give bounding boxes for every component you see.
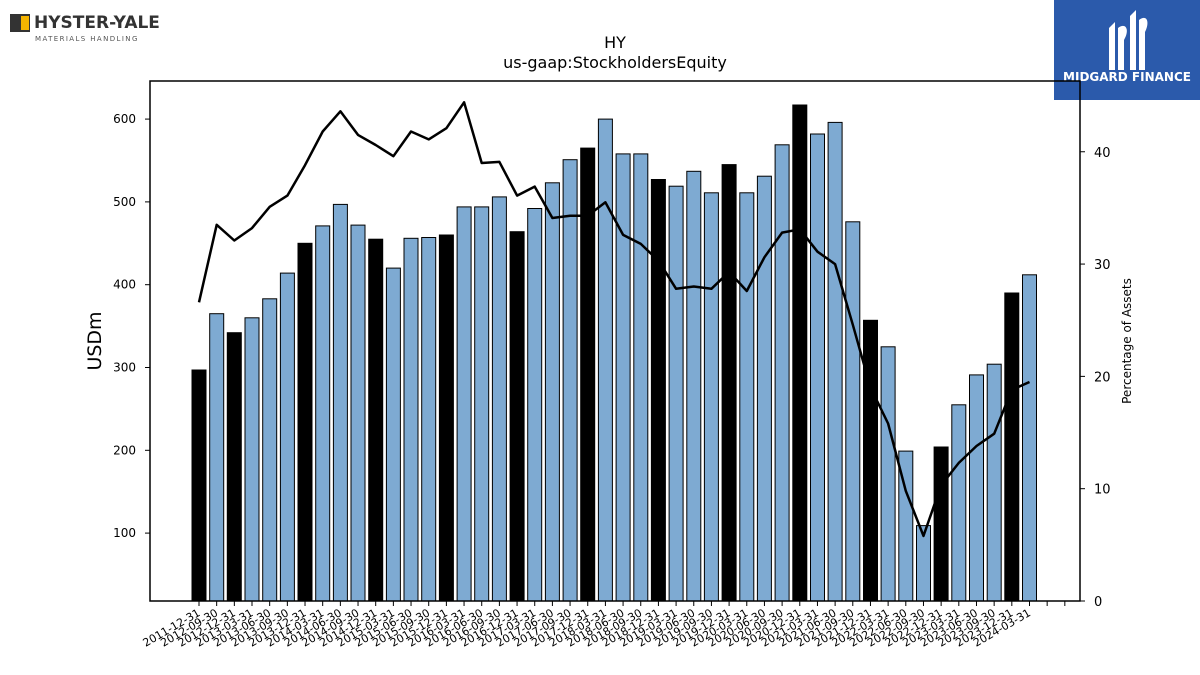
bar-2020-09-30 [810, 133, 825, 602]
y-tick-label: 200 [113, 443, 136, 457]
midgard-finance-logo-name: MIDGARD FINANCE [1063, 70, 1191, 84]
bar-2016-06-30 [509, 231, 525, 602]
bar-2014-09-30 [385, 267, 401, 602]
y2-tick-label: 40 [1094, 146, 1111, 161]
y-tick-label: 100 [113, 526, 136, 540]
plot-frame [149, 80, 1081, 602]
bar-2018-06-30 [650, 179, 666, 602]
y2-axis: 0 10 20 30 40 [1080, 146, 1111, 610]
bar-2019-12-31 [756, 175, 772, 602]
bar-2018-12-31 [686, 170, 702, 602]
bar-2018-09-30 [668, 185, 684, 602]
hyster-yale-logo-name: HYSTER-YALE [34, 13, 160, 33]
y2-tick-label: 20 [1094, 370, 1111, 385]
hyster-yale-logo: HYSTER-YALE MATERIALS HANDLING [10, 13, 160, 43]
bar-2020-12-31 [827, 121, 843, 602]
y-tick-label: 400 [113, 278, 136, 292]
y-tick-label: 600 [113, 112, 136, 126]
y-axis: 100 200 300 400 500 600 [113, 112, 150, 540]
midgard-finance-logo-graphic: MIDGARD FINANCE [1063, 10, 1191, 84]
bar-2012-06-30 [226, 332, 242, 602]
bar-2020-03-31 [774, 144, 790, 602]
bar-2019-03-31 [703, 192, 719, 602]
bar-2016-09-30 [527, 208, 543, 602]
bar-2015-03-31 [421, 237, 437, 602]
bar-2012-12-31 [262, 298, 278, 602]
bar-2013-06-30 [297, 242, 313, 602]
bar-2021-09-30 [880, 346, 896, 602]
bar-2019-06-30 [721, 164, 737, 602]
bar-2014-06-30 [368, 238, 384, 602]
chart-subtitle: us-gaap:StockholdersEquity [503, 53, 727, 72]
bar-2013-12-31 [332, 203, 348, 602]
bar-2015-06-30 [438, 234, 454, 602]
bar-2019-09-30 [739, 192, 755, 602]
bar-2018-03-31 [633, 153, 649, 602]
bar-2022-09-30 [951, 404, 967, 602]
bar-2013-09-30 [315, 225, 331, 602]
y-axis-label: USDm [84, 311, 106, 370]
bar-2012-09-30 [244, 317, 260, 602]
chart-title: HY [604, 33, 626, 52]
x-axis: 2011-12-312012-09-302012-12-312013-03-31… [141, 601, 1066, 650]
bar-2022-06-30 [933, 446, 949, 602]
y2-axis-label: Percentage of Assets [1120, 278, 1134, 404]
y2-tick-label: 30 [1094, 258, 1111, 273]
bar-2016-03-31 [491, 196, 507, 602]
y-tick-label: 500 [113, 195, 136, 209]
y2-tick-label: 10 [1094, 483, 1111, 498]
bar-2023-06-30 [1004, 292, 1020, 602]
bar-2015-09-30 [456, 206, 472, 602]
bar-2023-09-30 [1022, 274, 1037, 602]
midgard-finance-logo-mark [1109, 10, 1148, 70]
bar-2017-03-31 [562, 159, 578, 602]
bar-2016-12-31 [544, 182, 560, 602]
bar-2014-12-31 [403, 237, 419, 602]
bar-2013-03-31 [279, 272, 295, 602]
bar-2017-12-31 [615, 153, 631, 602]
bar-2012-03-31 [209, 313, 225, 602]
hyster-yale-logo-subtitle: MATERIALS HANDLING [35, 35, 139, 43]
bar-2014-03-31 [350, 224, 366, 602]
y-tick-label: 300 [113, 360, 136, 374]
hyster-yale-logo-mark-accent [21, 16, 29, 30]
bar-2022-12-31 [969, 374, 984, 602]
bar-2020-06-30 [792, 104, 808, 602]
y2-tick-label: 0 [1094, 595, 1102, 610]
bar-2017-09-30 [597, 118, 613, 602]
bar-2011-12-31 [191, 369, 207, 602]
percentage-of-assets-line [197, 101, 1031, 538]
bar-2023-03-31 [986, 363, 1002, 602]
bar-2021-03-31 [845, 221, 861, 602]
midgard-finance-logo: MIDGARD FINANCE [1054, 0, 1200, 100]
bar-2015-12-31 [474, 206, 490, 602]
bar-series [191, 104, 1037, 602]
bar-2021-06-30 [863, 319, 878, 602]
